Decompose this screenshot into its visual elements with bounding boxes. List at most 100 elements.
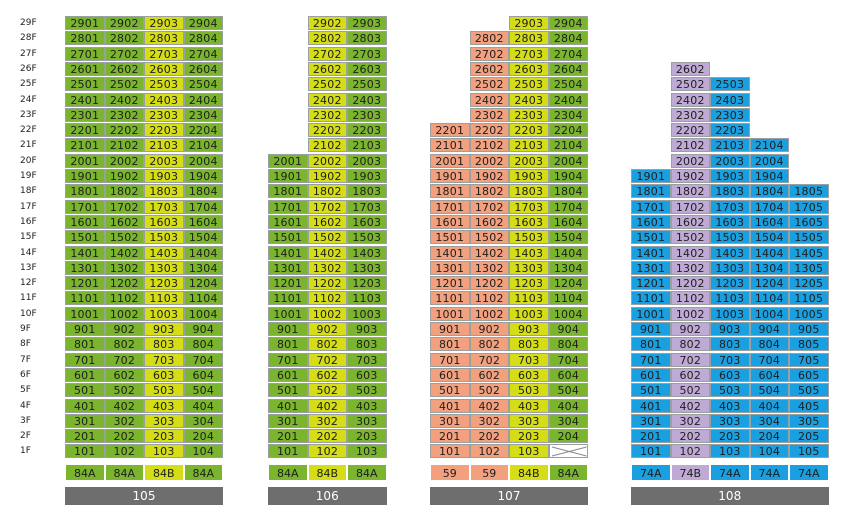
unit-cell: 204 (183, 429, 223, 444)
unit-cell: 1702 (469, 199, 509, 214)
unit-cell: 1302 (670, 260, 710, 275)
unit-cell: 2104 (548, 138, 588, 153)
unit-cell: 403 (144, 398, 184, 413)
unit-cell: 502 (307, 383, 347, 398)
unit-cell: 1104 (749, 291, 789, 306)
unit-cell: 102 (670, 444, 710, 459)
unit-cell: 2502 (307, 77, 347, 92)
floor-label: 9F (20, 324, 31, 334)
unit-cell: 1204 (548, 276, 588, 291)
unit-cell: 2602 (307, 61, 347, 76)
unit-cell: 2903 (509, 16, 549, 30)
unit-cell: 1902 (670, 169, 710, 183)
unit-cell: 2101 (430, 138, 470, 153)
floor-label: 6F (20, 369, 31, 380)
unit-cell: 401 (631, 398, 671, 413)
unit-cell: 303 (347, 413, 387, 428)
unit-cell: 504 (548, 383, 588, 398)
unit-cell: 2704 (548, 46, 588, 61)
unit-cell: 604 (749, 367, 789, 382)
unit-cell: 2003 (347, 153, 387, 168)
unit-cell: 102 (104, 444, 144, 459)
unit-type-label: 74A (631, 464, 671, 481)
unit-cell: 2201 (65, 123, 105, 138)
unit-cell: 1602 (307, 214, 347, 229)
unit-cell: 1401 (631, 245, 671, 260)
unit-cell: 2103 (509, 138, 549, 153)
unit-cell: 103 (509, 444, 549, 459)
unit-cell: 2004 (749, 153, 789, 168)
unit-cell: 1202 (307, 276, 347, 291)
unit-type-label: 74A (749, 464, 789, 481)
unit-cell: 801 (430, 337, 470, 352)
floor-label: 11F (20, 293, 37, 304)
floor-label: 14F (20, 247, 37, 258)
unit-cell: 401 (430, 398, 470, 413)
floor-label: 16F (20, 216, 37, 227)
unit-type-label: 74B (670, 464, 710, 481)
unit-cell: 2402 (469, 92, 509, 107)
unit-cell: 1705 (789, 199, 829, 214)
unit-cell: 704 (749, 352, 789, 367)
unit-cell: 905 (789, 322, 829, 336)
unit-cell: 1502 (469, 230, 509, 245)
unit-cell: 1402 (469, 245, 509, 260)
unit-cell: 1101 (65, 291, 105, 306)
unit-cell: 2602 (104, 61, 144, 76)
unit-cell: 2102 (307, 138, 347, 153)
unit-cell: 1404 (749, 245, 789, 260)
unit-cell: 2304 (548, 107, 588, 122)
unit-cell: 703 (710, 352, 750, 367)
unit-cell: 502 (469, 383, 509, 398)
unit-cell: 903 (509, 322, 549, 336)
unit-type-label: 84A (104, 464, 144, 481)
unit-cell: 201 (268, 429, 308, 444)
building-number-bar: 108 (631, 487, 829, 505)
unit-cell: 2602 (670, 61, 710, 76)
unit-cell: 902 (469, 322, 509, 336)
unit-cell: 1205 (789, 276, 829, 291)
floor-label: 25F (20, 79, 37, 90)
unit-cell: 2203 (347, 123, 387, 138)
unit-cell: 103 (144, 444, 184, 459)
unit-cell: 2803 (347, 31, 387, 46)
unit-cell: 502 (104, 383, 144, 398)
unit-cell: 1503 (710, 230, 750, 245)
unit-cell: 301 (631, 413, 671, 428)
unit-cell: 2002 (670, 153, 710, 168)
unit-cell: 601 (631, 367, 671, 382)
unit-cell: 203 (347, 429, 387, 444)
unit-cell: 904 (749, 322, 789, 336)
unit-cell: 903 (347, 322, 387, 336)
unit-cell: 1505 (789, 230, 829, 245)
unit-cell: 202 (307, 429, 347, 444)
floor-label: 3F (20, 415, 31, 426)
unit-cell: 804 (749, 337, 789, 352)
unit-cell: 201 (65, 429, 105, 444)
unit-cell: 503 (509, 383, 549, 398)
unit-cell: 901 (430, 322, 470, 336)
unit-cell: 902 (104, 322, 144, 336)
unit-cell: 2603 (144, 61, 184, 76)
unit-cell: 2301 (65, 107, 105, 122)
unit-cell: 1703 (144, 199, 184, 214)
unit-cell: 702 (670, 352, 710, 367)
unit-type-label: 59 (469, 464, 509, 481)
unit-cell: 501 (631, 383, 671, 398)
unit-cell: 2802 (104, 31, 144, 46)
unit-cell: 702 (104, 352, 144, 367)
unit-cell: 301 (268, 413, 308, 428)
unit-cell: 405 (789, 398, 829, 413)
unit-cell: 902 (670, 322, 710, 336)
unit-type-label: 74A (710, 464, 750, 481)
unit-cell: 1105 (789, 291, 829, 306)
unit-cell: 403 (347, 398, 387, 413)
unit-cell: 1902 (307, 169, 347, 183)
unit-cell: 803 (710, 337, 750, 352)
unit-type-label: 84A (65, 464, 105, 481)
unit-cell: 1202 (469, 276, 509, 291)
unit-cell: 2103 (710, 138, 750, 153)
building-number-bar: 105 (65, 487, 223, 505)
unit-cell: 1102 (307, 291, 347, 306)
unit-cell: 1204 (183, 276, 223, 291)
